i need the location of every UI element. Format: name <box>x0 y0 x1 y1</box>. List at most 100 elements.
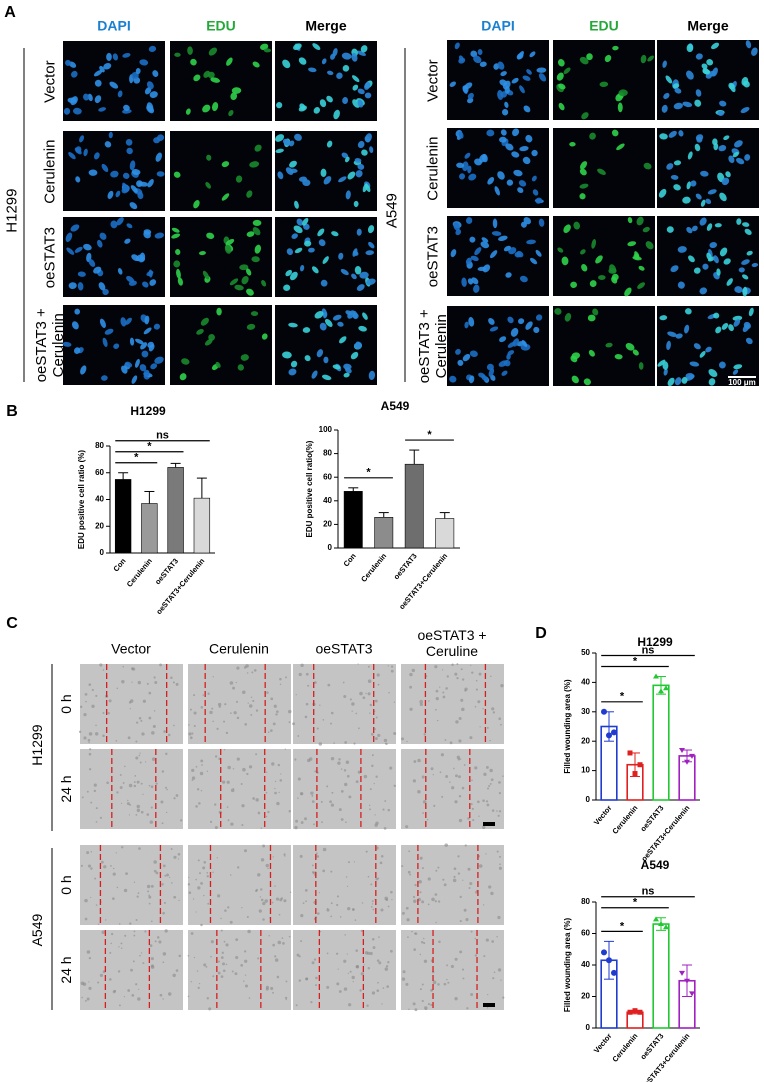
cell-nucleus <box>369 146 374 154</box>
texture <box>302 902 305 905</box>
texture <box>386 985 389 988</box>
texture <box>198 982 201 985</box>
texture <box>482 799 485 802</box>
texture <box>187 883 191 886</box>
texture <box>136 808 141 813</box>
texture <box>193 724 196 728</box>
texture <box>191 779 194 782</box>
cell-nucleus <box>598 275 606 280</box>
cell-nucleus <box>291 233 298 239</box>
cell-nucleus <box>734 286 743 293</box>
texture <box>139 954 141 957</box>
cell-nucleus <box>131 169 141 176</box>
cell-nucleus <box>581 264 588 272</box>
texture <box>112 897 115 900</box>
y-tick-label: 50 <box>581 648 590 657</box>
texture <box>206 875 209 878</box>
cell-nucleus <box>611 129 619 137</box>
texture <box>311 961 315 965</box>
texture <box>235 681 237 684</box>
cell-nucleus <box>104 141 112 148</box>
texture <box>112 872 116 876</box>
texture <box>138 717 142 720</box>
cell-nucleus <box>75 176 81 183</box>
texture <box>338 758 341 761</box>
cell-nucleus <box>728 324 734 332</box>
texture <box>326 985 330 989</box>
texture <box>346 885 349 887</box>
cell-nucleus <box>736 218 742 225</box>
texture <box>262 844 266 848</box>
texture <box>162 864 166 868</box>
texture <box>289 891 292 894</box>
cell-nucleus <box>686 43 694 53</box>
texture <box>359 691 363 696</box>
texture <box>230 712 232 714</box>
texture <box>300 913 304 918</box>
texture <box>255 798 259 802</box>
texture <box>414 1008 418 1012</box>
data-point <box>627 750 633 756</box>
y-tick-label: 10 <box>581 766 590 775</box>
texture <box>482 904 485 906</box>
cell-nucleus <box>88 258 96 267</box>
texture <box>140 952 143 954</box>
data-point <box>611 729 617 736</box>
texture <box>491 707 495 711</box>
texture <box>367 692 371 696</box>
texture <box>165 811 168 814</box>
texture <box>470 993 474 997</box>
texture <box>360 929 364 933</box>
texture <box>365 850 368 853</box>
texture <box>127 989 131 992</box>
texture <box>272 991 274 994</box>
texture <box>241 804 245 808</box>
texture <box>136 804 140 809</box>
cell-nucleus <box>289 271 298 281</box>
texture <box>190 981 193 983</box>
texture <box>165 752 168 756</box>
cell-nucleus <box>150 363 158 370</box>
texture <box>304 977 309 981</box>
x-tick-label: oeSTAT3 <box>638 1032 665 1062</box>
cell-nucleus <box>211 102 219 112</box>
texture <box>490 675 492 678</box>
texture <box>405 825 409 829</box>
texture <box>499 863 501 866</box>
cell-nucleus <box>627 217 633 224</box>
cell-nucleus <box>351 52 358 62</box>
texture <box>345 760 350 765</box>
cell-nucleus <box>354 265 362 275</box>
cell-nucleus <box>74 308 81 315</box>
texture <box>150 785 154 789</box>
texture <box>496 850 499 853</box>
cell-nucleus <box>467 97 474 104</box>
texture <box>125 872 128 876</box>
texture <box>195 911 197 913</box>
texture <box>405 906 409 910</box>
cell-nucleus <box>352 248 358 257</box>
cell-nucleus <box>117 90 123 98</box>
cell-nucleus <box>717 110 725 116</box>
texture <box>195 805 198 808</box>
texture <box>351 975 355 980</box>
texture <box>188 876 190 878</box>
texture <box>244 974 247 976</box>
texture <box>383 738 388 743</box>
cell-nucleus <box>275 148 284 153</box>
cell-nucleus <box>283 284 291 291</box>
texture <box>294 825 298 830</box>
texture <box>91 688 94 692</box>
cell-nucleus <box>110 170 119 178</box>
texture <box>441 795 444 798</box>
cell-nucleus <box>488 317 495 325</box>
cell-nucleus <box>486 129 495 137</box>
texture <box>422 812 425 814</box>
micrograph <box>170 305 272 385</box>
texture <box>79 705 83 709</box>
texture <box>212 720 214 723</box>
cell-nucleus <box>120 317 127 327</box>
cell-nucleus <box>216 307 222 316</box>
texture <box>478 672 482 676</box>
cell-nucleus <box>662 361 669 370</box>
